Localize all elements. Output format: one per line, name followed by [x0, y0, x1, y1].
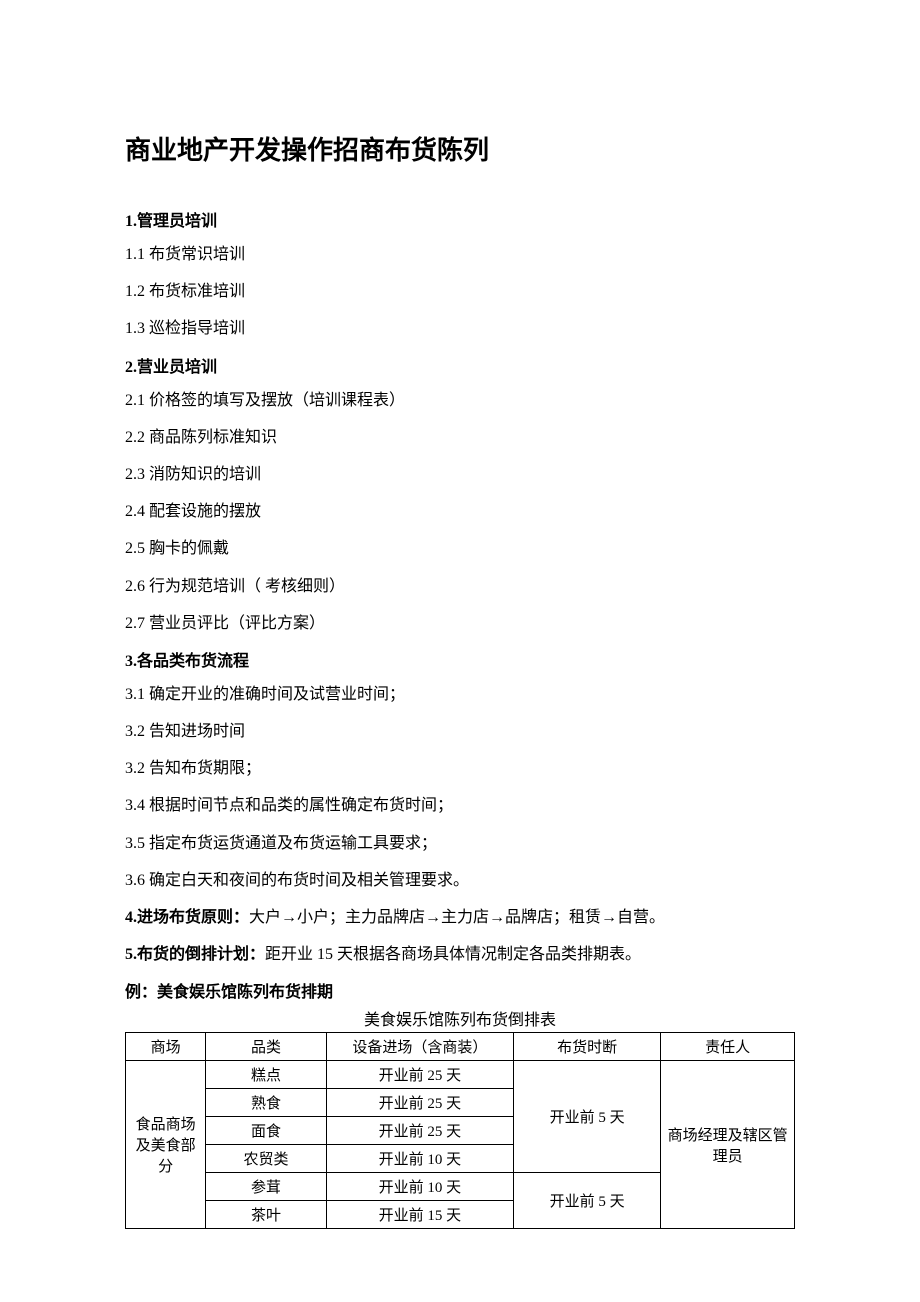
- section-1-heading: 1.管理员培训: [125, 207, 795, 231]
- table-caption: 美食娱乐馆陈列布货倒排表: [125, 1006, 795, 1030]
- document-title: 商业地产开发操作招商布货陈列: [125, 130, 795, 167]
- category-cell: 农贸类: [206, 1145, 326, 1173]
- table-header-row: 商场 品类 设备进场（含商装） 布货时断 责任人: [126, 1033, 795, 1061]
- equipment-cell: 开业前 10 天: [326, 1145, 513, 1173]
- section-3-item: 3.4 根据时间节点和品类的属性确定布货时间；: [125, 792, 795, 819]
- schedule-table: 商场 品类 设备进场（含商装） 布货时断 责任人 食品商场及美食部分 糕点 开业…: [125, 1032, 795, 1229]
- category-cell: 茶叶: [206, 1201, 326, 1229]
- section-3-item: 3.1 确定开业的准确时间及试营业时间；: [125, 681, 795, 708]
- table-header-cell: 商场: [126, 1033, 206, 1061]
- stock-time-cell: 开业前 5 天: [513, 1173, 660, 1229]
- section-2-item: 2.7 营业员评比（评比方案）: [125, 610, 795, 637]
- section-2-item: 2.5 胸卡的佩戴: [125, 535, 795, 562]
- equipment-cell: 开业前 25 天: [326, 1061, 513, 1089]
- section-2-heading: 2.营业员培训: [125, 353, 795, 377]
- equipment-cell: 开业前 25 天: [326, 1089, 513, 1117]
- section-4-label: 4.进场布货原则：: [125, 909, 249, 926]
- responsible-cell: 商场经理及辖区管理员: [661, 1061, 795, 1229]
- section-5-text: 距开业 15 天根据各商场具体情况制定各品类排期表。: [265, 946, 641, 963]
- table-header-cell: 品类: [206, 1033, 326, 1061]
- table-row: 食品商场及美食部分 糕点 开业前 25 天 开业前 5 天 商场经理及辖区管理员: [126, 1061, 795, 1089]
- stock-time-cell: 开业前 5 天: [513, 1061, 660, 1173]
- table-header-cell: 布货时断: [513, 1033, 660, 1061]
- section-5-label: 5.布货的倒排计划：: [125, 946, 265, 963]
- section-1-item: 1.1 布货常识培训: [125, 241, 795, 268]
- section-2-item: 2.6 行为规范培训（ 考核细则）: [125, 573, 795, 600]
- section-2-item: 2.1 价格签的填写及摆放（培训课程表）: [125, 387, 795, 414]
- section-3-item: 3.2 告知进场时间: [125, 718, 795, 745]
- section-3-item: 3.6 确定白天和夜间的布货时间及相关管理要求。: [125, 867, 795, 894]
- category-cell: 面食: [206, 1117, 326, 1145]
- section-3-item: 3.2 告知布货期限；: [125, 755, 795, 782]
- category-cell: 参茸: [206, 1173, 326, 1201]
- category-cell: 糕点: [206, 1061, 326, 1089]
- section-4-text: 大户→小户；主力品牌店→主力店→品牌店；租赁→自营。: [249, 909, 665, 926]
- equipment-cell: 开业前 10 天: [326, 1173, 513, 1201]
- section-2-item: 2.2 商品陈列标准知识: [125, 424, 795, 451]
- equipment-cell: 开业前 25 天: [326, 1117, 513, 1145]
- section-2-item: 2.4 配套设施的摆放: [125, 498, 795, 525]
- section-3-item: 3.5 指定布货运货通道及布货运输工具要求；: [125, 830, 795, 857]
- section-3-heading: 3.各品类布货流程: [125, 647, 795, 671]
- section-5-line: 5.布货的倒排计划：距开业 15 天根据各商场具体情况制定各品类排期表。: [125, 941, 795, 968]
- mall-cell: 食品商场及美食部分: [126, 1061, 206, 1229]
- category-cell: 熟食: [206, 1089, 326, 1117]
- equipment-cell: 开业前 15 天: [326, 1201, 513, 1229]
- section-4-line: 4.进场布货原则：大户→小户；主力品牌店→主力店→品牌店；租赁→自营。: [125, 904, 795, 931]
- table-header-cell: 设备进场（含商装）: [326, 1033, 513, 1061]
- section-1-item: 1.3 巡检指导培训: [125, 315, 795, 342]
- section-2-item: 2.3 消防知识的培训: [125, 461, 795, 488]
- example-heading: 例：美食娱乐馆陈列布货排期: [125, 978, 795, 1002]
- section-1-item: 1.2 布货标准培训: [125, 278, 795, 305]
- table-header-cell: 责任人: [661, 1033, 795, 1061]
